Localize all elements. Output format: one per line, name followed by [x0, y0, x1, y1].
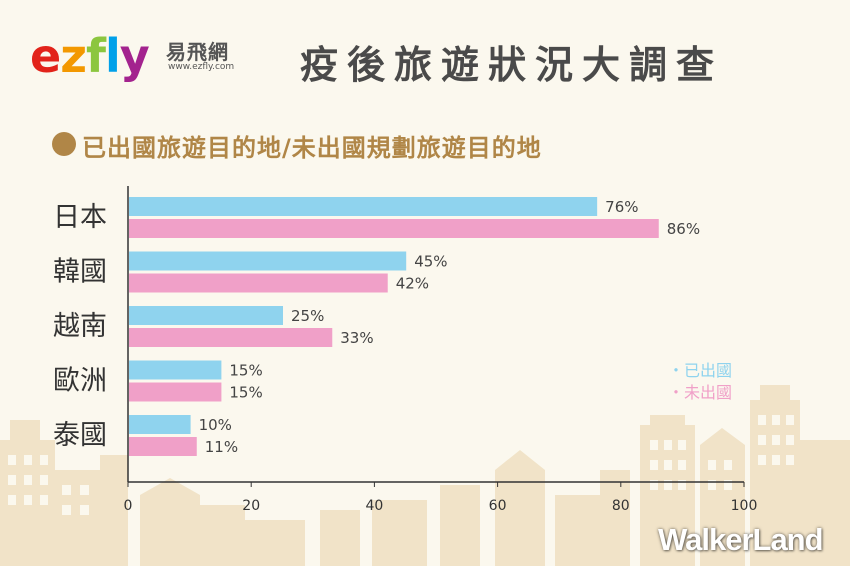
data-label: 25% — [291, 307, 324, 325]
data-label: 15% — [229, 362, 262, 380]
data-label: 11% — [205, 438, 238, 456]
bar — [129, 360, 222, 380]
x-tick-label: 100 — [731, 498, 758, 514]
logo-chinese-name: 易飛網 — [166, 40, 229, 64]
data-label: 86% — [667, 220, 700, 238]
legend-item-departed: ・已出國 — [668, 361, 733, 380]
category-label: 歐洲 — [53, 366, 107, 397]
x-tick-label: 0 — [124, 498, 133, 514]
bar — [129, 197, 598, 216]
logo-wordmark: ezfly — [30, 29, 150, 83]
bar — [129, 382, 222, 402]
x-tick-label: 60 — [489, 498, 507, 514]
bullet-icon — [52, 132, 76, 156]
x-tick-label: 20 — [242, 498, 260, 514]
bar — [129, 219, 659, 238]
data-label: 42% — [396, 275, 429, 293]
x-tick-label: 40 — [365, 498, 383, 514]
page-title: 疫後旅遊狀況大調查 — [300, 43, 724, 87]
bar — [129, 437, 197, 456]
data-label: 45% — [414, 253, 447, 271]
data-label: 33% — [340, 329, 373, 347]
data-label: 76% — [605, 198, 638, 216]
walkerland-watermark: WalkerLand — [658, 522, 824, 557]
chart-subtitle-text: 已出國旅遊目的地/未出國規劃旅遊目的地 — [82, 134, 542, 162]
bar — [129, 273, 388, 293]
bar — [129, 415, 191, 434]
x-tick-label: 80 — [612, 498, 630, 514]
bar — [129, 251, 407, 271]
category-label: 日本 — [53, 202, 107, 233]
bar — [129, 306, 283, 325]
category-label: 韓國 — [53, 257, 107, 288]
bar — [129, 328, 333, 347]
category-label: 泰國 — [53, 420, 107, 451]
legend-item-planned: ・未出國 — [668, 383, 733, 402]
legend: ・已出國 ・未出國 — [668, 360, 732, 404]
data-label: 10% — [199, 416, 232, 434]
data-label: 15% — [229, 384, 262, 402]
logo-url: www.ezfly.com — [168, 62, 235, 72]
ezfly-logo: ezfly 易飛網 www.ezfly.com — [30, 30, 250, 90]
category-label: 越南 — [53, 311, 107, 342]
